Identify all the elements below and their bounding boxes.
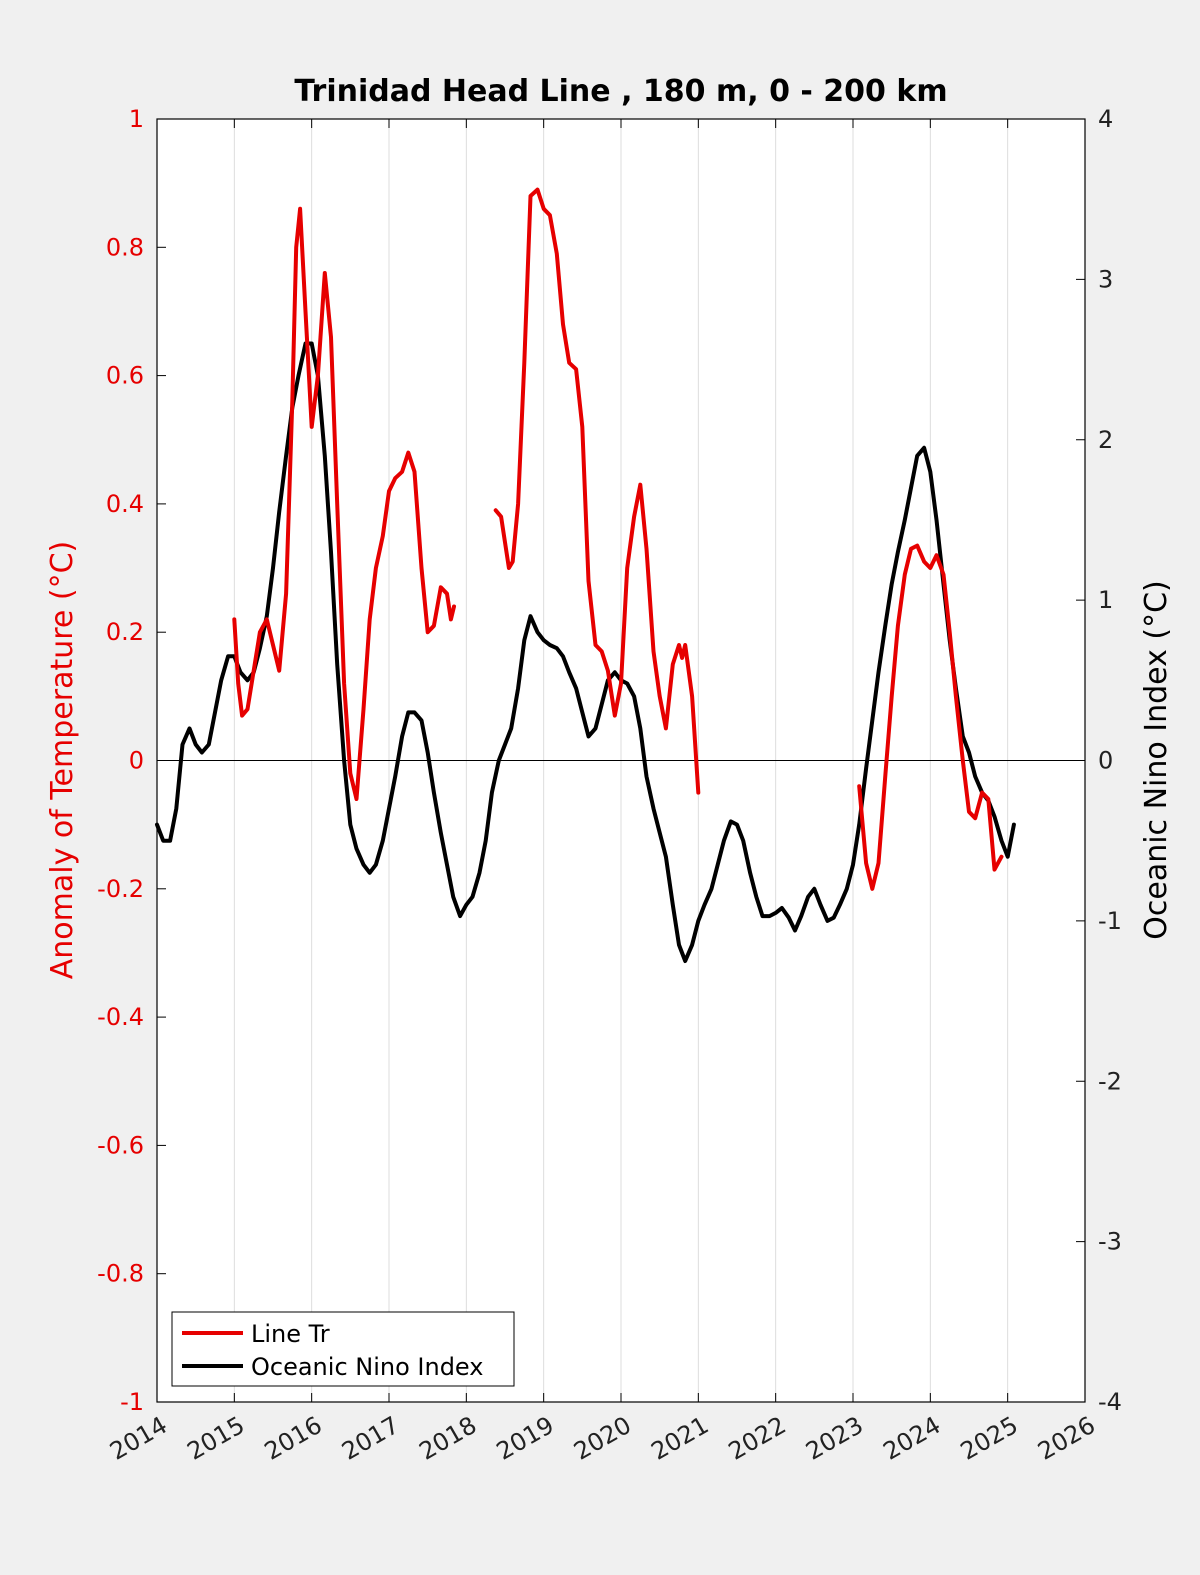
y-left-tick-label: -1 — [120, 1388, 144, 1416]
y-left-tick-label: 0.2 — [106, 618, 144, 646]
y-right-tick-label: 4 — [1098, 105, 1113, 133]
legend-box — [171, 1311, 515, 1387]
y-left-tick-label: -0.2 — [97, 875, 144, 903]
y-axis-left: 1 0.8 0.6 0.4 0.2 0 -0.2 -0.4 -0.6 -0.8 -1 — [97, 105, 166, 1416]
y-left-tick-label: -0.6 — [97, 1131, 144, 1159]
y-axis-right-label: Oceanic Nino Index (°C) — [1139, 580, 1174, 940]
chart-title: Trinidad Head Line , 180 m, 0 - 200 km — [294, 74, 947, 109]
y-left-tick-label: 1 — [129, 105, 144, 133]
y-left-tick-label: 0 — [129, 747, 144, 775]
line-tr-series-segment-0 — [232, 206, 456, 801]
y-right-tick-label: 2 — [1098, 426, 1113, 454]
legend-label-line-tr: Line Tr — [251, 1320, 330, 1348]
y-left-tick-label: -0.4 — [97, 1003, 144, 1031]
legend: Line Tr Oceanic Nino Index — [171, 1311, 515, 1387]
oni-series-segment-0 — [155, 341, 1016, 963]
y-right-tick-label: -4 — [1098, 1388, 1122, 1416]
y-left-tick-label: 0.8 — [106, 233, 144, 261]
y-right-tick-label: 3 — [1098, 265, 1113, 293]
y-left-tick-label: 0.6 — [106, 362, 144, 390]
series-layer — [155, 187, 1016, 963]
y-right-tick-label: 1 — [1098, 586, 1113, 614]
y-left-tick-label: 0.4 — [106, 490, 144, 518]
line-tr-series-segment-2 — [857, 543, 1004, 891]
y-axis-left-label: Anomaly of Temperature (°C) — [45, 541, 80, 980]
y-right-tick-label: -3 — [1098, 1228, 1122, 1256]
y-right-tick-label: 0 — [1098, 747, 1113, 775]
line-tr-series-segment-1 — [493, 187, 701, 795]
y-right-tick-label: -2 — [1098, 1067, 1122, 1095]
y-left-tick-label: -0.8 — [97, 1260, 144, 1288]
legend-label-oni: Oceanic Nino Index — [251, 1353, 483, 1381]
y-right-tick-label: -1 — [1098, 907, 1122, 935]
y-axis-right: 4 3 2 1 0 -1 -2 -3 -4 — [1076, 105, 1122, 1416]
